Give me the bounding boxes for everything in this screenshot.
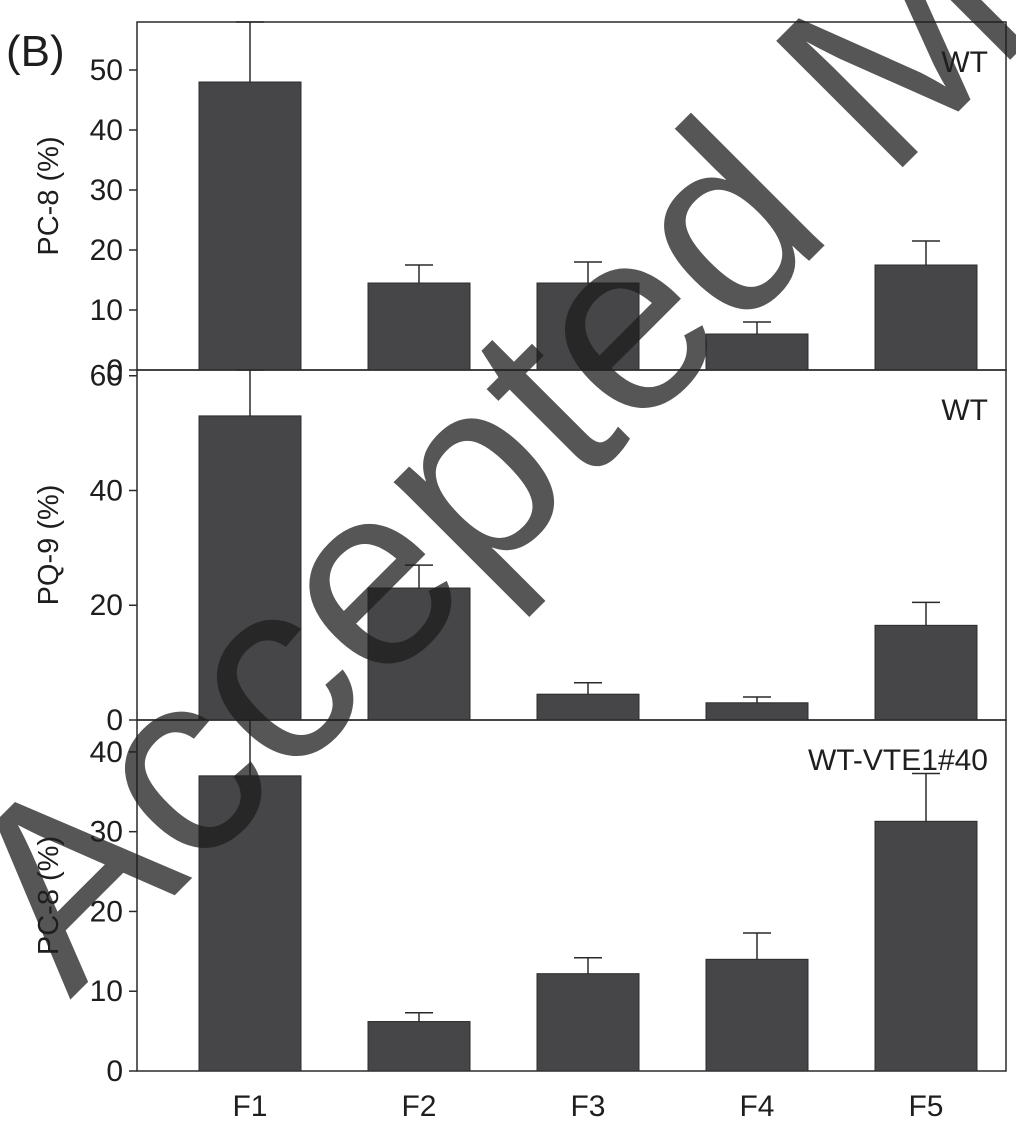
bar-f2: [367, 282, 471, 371]
y-tick-label: 10: [90, 975, 123, 1008]
bar-f5: [874, 624, 978, 721]
bar-f1: [198, 775, 302, 1072]
y-tick-label: 0: [106, 704, 123, 737]
bar-f5: [874, 264, 978, 371]
x-tick-label: F4: [739, 1090, 774, 1123]
y-axis-label: PQ-9 (%): [33, 485, 65, 606]
y-tick-label: 20: [90, 234, 123, 267]
bar-f4: [705, 958, 809, 1072]
panel-title: WT: [941, 394, 988, 427]
y-tick-label: 20: [90, 589, 123, 622]
y-tick-label: 40: [90, 736, 123, 769]
y-axis-label: PC-8 (%): [33, 136, 65, 255]
y-axis-label: PC-8 (%): [33, 836, 65, 955]
watermark: Accepted Manus: [0, 0, 1016, 1040]
bar-f3: [536, 973, 640, 1072]
panel-title: WT: [941, 46, 988, 79]
bar-f2: [367, 1021, 471, 1072]
y-tick-label: 0: [106, 354, 123, 387]
bar-f4: [705, 702, 809, 721]
bar-f1: [198, 81, 302, 371]
chart-panel-1: 0 10 20 30 40 50 PC-8 (%) WT: [33, 21, 1007, 387]
y-tick-label: 30: [90, 174, 123, 207]
bar-f2: [367, 587, 471, 721]
x-tick-label: F3: [570, 1090, 605, 1123]
x-tick-label: F5: [908, 1090, 943, 1123]
figure-label: (B): [6, 27, 65, 76]
bar-f3: [536, 693, 640, 721]
bar-f1: [198, 415, 302, 721]
y-tick-label: 0: [106, 1055, 123, 1088]
bar-f5: [874, 820, 978, 1072]
y-tick-label: 30: [90, 816, 123, 849]
bar-f4: [705, 333, 809, 371]
y-tick-label: 20: [90, 895, 123, 928]
panels: 0 10 20 30 40 50 PC-8 (%) WT 0 20 40 60 PQ-9 (%) WT 0 1…: [33, 21, 1007, 1123]
panel-title: WT-VTE1#40: [808, 744, 988, 777]
chart-panel-2: 0 20 40 60 PQ-9 (%) WT: [33, 360, 1007, 737]
x-tick-label: F1: [232, 1090, 267, 1123]
chart-panel-3: 0 10 20 30 40 PC-8 (%) WT-VTE1#40 F1 F2 F3 F4 F5: [33, 719, 1007, 1123]
x-tick-label: F2: [401, 1090, 436, 1123]
y-tick-label: 50: [90, 54, 123, 87]
y-tick-label: 40: [90, 474, 123, 507]
y-tick-label: 40: [90, 114, 123, 147]
y-tick-label: 60: [90, 360, 123, 393]
y-tick-label: 10: [90, 294, 123, 327]
